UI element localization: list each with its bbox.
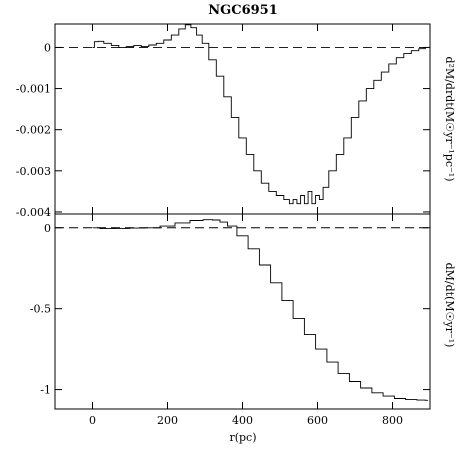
bottom-series-line	[92, 219, 429, 401]
bottom-y-axis-label: dM/dt(M☉yr⁻¹)	[443, 263, 456, 348]
top-y-tick-label: -0.001	[16, 83, 51, 96]
bottom-y-tick-label: -0.5	[30, 303, 51, 316]
bottom-y-tick-label: -1	[40, 384, 51, 397]
x-tick-label: 600	[307, 414, 328, 427]
top-y-axis-label: d²M/drdt(M☉yr⁻¹pc⁻¹)	[443, 57, 456, 182]
bottom-y-tick-label: 0	[44, 222, 51, 235]
bottom-panel: 0 -0.5 -1	[30, 214, 430, 409]
x-tick-label: 400	[232, 414, 253, 427]
bottom-panel-frame	[54, 213, 431, 410]
x-tick-label: 200	[157, 414, 178, 427]
x-tick-label: 0	[89, 414, 96, 427]
x-axis: 0 200 400 600 800	[89, 414, 403, 427]
top-panel-frame	[54, 23, 431, 215]
top-y-tick-label: 0	[44, 41, 51, 54]
chart-title: NGC6951	[208, 3, 278, 18]
top-y-tick-label: -0.004	[16, 206, 51, 219]
top-y-tick-label: -0.003	[16, 165, 51, 178]
top-y-tick-label: -0.002	[16, 124, 51, 137]
x-axis-label: r(pc)	[229, 431, 256, 444]
top-series-line	[92, 24, 429, 205]
x-tick-label: 800	[382, 414, 403, 427]
top-panel: 0 -0.001 -0.002 -0.003 -0.004	[16, 24, 430, 219]
